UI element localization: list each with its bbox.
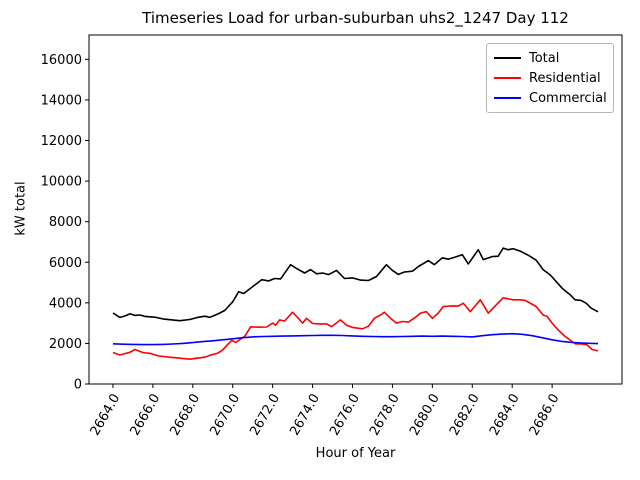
- x-tick-label: 2670.0: [207, 392, 243, 439]
- y-tick-label: 16000: [41, 53, 82, 68]
- y-tick-label: 10000: [41, 175, 82, 190]
- x-axis-label: Hour of Year: [315, 446, 396, 461]
- legend: Total Residential Commercial: [486, 43, 614, 113]
- x-tick-label: 2680.0: [407, 392, 443, 439]
- x-tick-label: 2664.0: [88, 392, 124, 439]
- line-total: [112, 247, 599, 322]
- legend-item-residential: Residential: [487, 69, 613, 87]
- y-tick-label: 0: [74, 378, 82, 393]
- line-residential: [112, 296, 599, 361]
- legend-item-total: Total: [487, 49, 613, 67]
- y-tick-label: 6000: [49, 256, 82, 271]
- x-tick-label: 2672.0: [247, 392, 283, 439]
- x-tick-label: 2676.0: [327, 392, 363, 439]
- y-tick-label: 8000: [49, 215, 82, 230]
- y-tick-label: 2000: [49, 337, 82, 352]
- legend-label: Residential: [529, 70, 601, 86]
- legend-swatch-total: [494, 57, 521, 59]
- y-tick-label: 4000: [49, 296, 82, 311]
- y-tick-label: 12000: [41, 134, 82, 149]
- x-tick-label: 2682.0: [447, 392, 483, 439]
- x-tick-label: 2674.0: [287, 392, 323, 439]
- legend-swatch-commercial: [494, 97, 521, 99]
- legend-swatch-residential: [494, 77, 521, 79]
- x-tick-label: 2684.0: [487, 392, 523, 439]
- x-tick-label: 2668.0: [168, 392, 204, 439]
- x-tick-label: 2666.0: [128, 392, 164, 439]
- x-tick-label: 2686.0: [527, 392, 563, 439]
- y-tick-label: 14000: [41, 93, 82, 108]
- legend-label: Total: [529, 50, 560, 66]
- x-tick-label: 2678.0: [367, 392, 403, 439]
- axes-frame: [88, 34, 623, 385]
- line-commercial: [112, 332, 599, 346]
- chart-title: Timeseries Load for urban-suburban uhs2_…: [142, 9, 569, 27]
- legend-label: Commercial: [529, 90, 607, 106]
- legend-item-commercial: Commercial: [487, 89, 613, 107]
